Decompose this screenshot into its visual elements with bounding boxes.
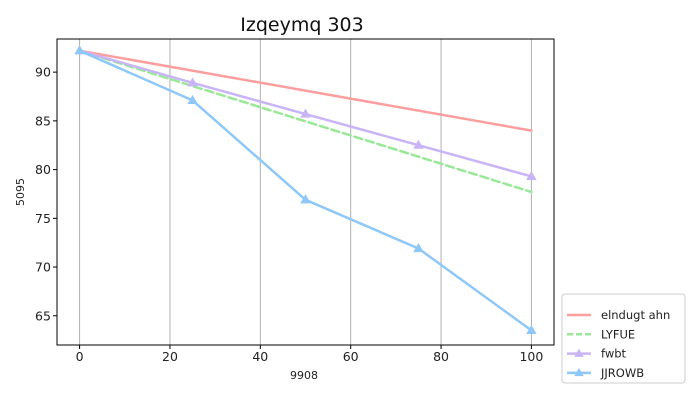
series-4 [74, 45, 537, 334]
grid-lines [79, 39, 532, 345]
legend: elndugt ahn LYFUE fwbt JJROWB [561, 293, 686, 384]
y-axis-label: 5095 [14, 178, 27, 206]
y-tick-label: 65 [35, 308, 51, 323]
chart-title: Izqeymq 303 [240, 14, 363, 36]
x-tick-label: 100 [519, 349, 543, 364]
x-tick-label: 60 [343, 349, 359, 364]
x-axis-label: 9908 [290, 369, 318, 382]
y-tick-label: 75 [35, 211, 51, 226]
plot-frame [56, 38, 555, 346]
legend-marker [574, 348, 584, 357]
series-line [78, 49, 533, 132]
data-point [74, 45, 85, 55]
data-point [300, 108, 311, 118]
legend-label: LYFUE [601, 327, 635, 341]
legend-item: LYFUE [567, 327, 635, 341]
legend-box [561, 293, 686, 384]
data-point [526, 170, 537, 180]
data-point [187, 77, 198, 87]
x-axis: 0 20 40 60 80 100 [76, 345, 543, 364]
series-line [78, 49, 533, 332]
data-point [413, 243, 424, 253]
series-2 [78, 49, 533, 194]
series-line [78, 49, 533, 194]
series-3 [74, 45, 537, 180]
legend-item: fwbt [567, 347, 627, 361]
x-tick-label: 80 [433, 349, 449, 364]
series-layer [74, 45, 537, 334]
data-point [187, 94, 198, 104]
x-tick-label: 0 [76, 349, 84, 364]
data-point [413, 139, 424, 149]
x-tick-label: 40 [252, 349, 268, 364]
y-tick-label: 70 [35, 260, 51, 275]
y-tick-label: 80 [35, 162, 51, 177]
y-axis: 65 70 75 80 85 90 [35, 65, 57, 323]
series-1 [78, 49, 533, 132]
legend-label: fwbt [601, 347, 627, 361]
x-tick-label: 20 [162, 349, 178, 364]
data-point [300, 194, 311, 204]
data-point [526, 324, 537, 334]
y-tick-label: 90 [35, 65, 51, 80]
legend-label: JJROWB [600, 366, 644, 380]
legend-marker [574, 367, 584, 377]
y-tick-label: 85 [35, 113, 51, 128]
legend-label: elndugt ahn [601, 308, 670, 322]
legend-item: elndugt ahn [567, 308, 670, 322]
legend-item: JJROWB [567, 366, 644, 380]
